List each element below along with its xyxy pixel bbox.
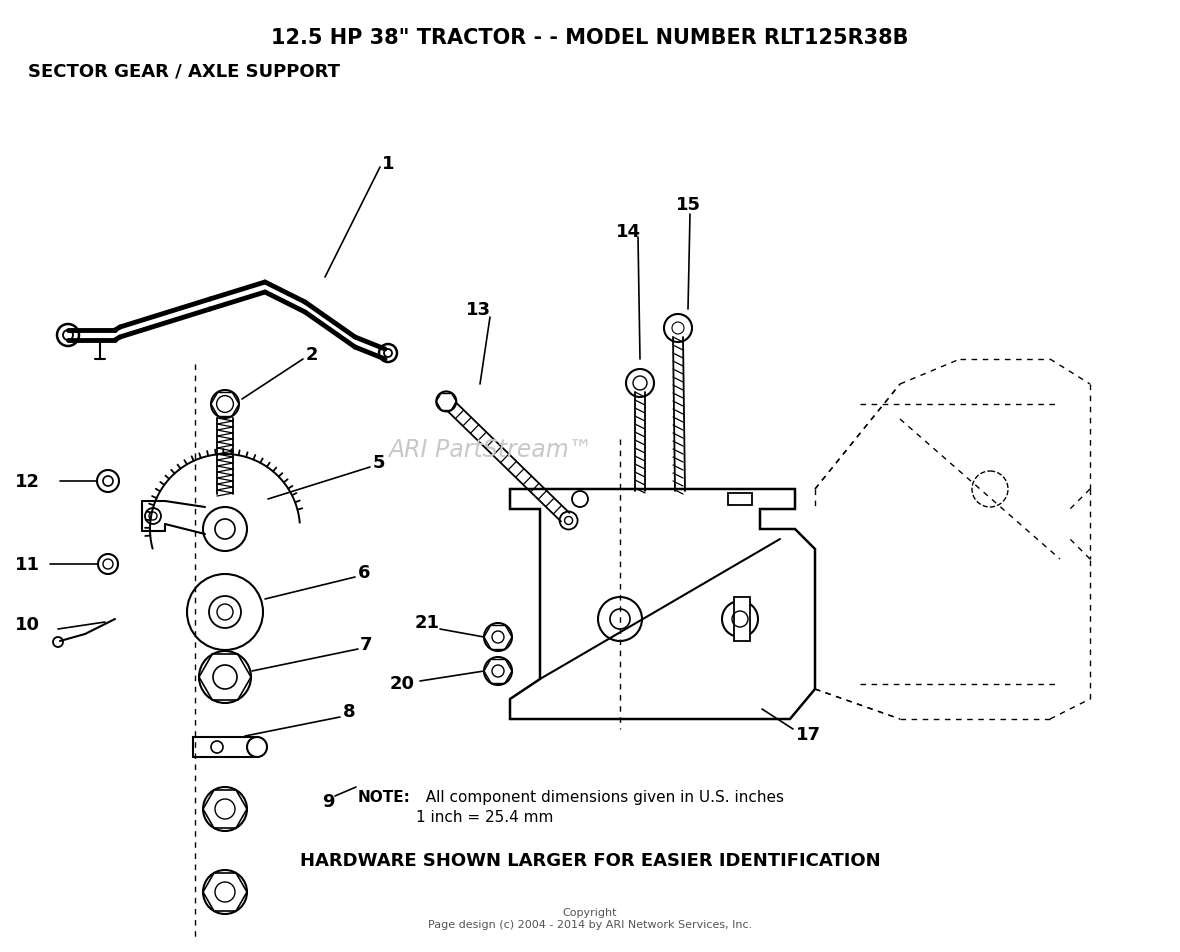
Text: 14: 14 bbox=[616, 223, 641, 241]
Text: 11: 11 bbox=[15, 555, 40, 573]
Circle shape bbox=[572, 491, 588, 507]
Bar bbox=[194, 737, 258, 757]
Circle shape bbox=[199, 651, 251, 704]
Text: 13: 13 bbox=[465, 301, 491, 319]
Circle shape bbox=[203, 870, 247, 914]
Text: 2: 2 bbox=[306, 346, 319, 364]
Circle shape bbox=[598, 597, 642, 642]
Bar bbox=[734, 597, 750, 642]
Circle shape bbox=[664, 315, 691, 343]
Circle shape bbox=[97, 470, 119, 492]
Text: 20: 20 bbox=[391, 674, 415, 692]
Circle shape bbox=[559, 512, 577, 530]
Text: 6: 6 bbox=[358, 564, 371, 582]
Text: 12.5 HP 38" TRACTOR - - MODEL NUMBER RLT125R38B: 12.5 HP 38" TRACTOR - - MODEL NUMBER RLT… bbox=[271, 28, 909, 48]
Circle shape bbox=[437, 392, 457, 412]
Circle shape bbox=[203, 787, 247, 831]
Circle shape bbox=[972, 471, 1008, 507]
Text: 12: 12 bbox=[15, 472, 40, 490]
Circle shape bbox=[145, 508, 160, 525]
Text: 21: 21 bbox=[415, 613, 440, 631]
Text: All component dimensions given in U.S. inches: All component dimensions given in U.S. i… bbox=[417, 789, 784, 804]
Circle shape bbox=[379, 345, 396, 363]
Circle shape bbox=[247, 737, 267, 757]
Circle shape bbox=[98, 554, 118, 574]
Text: 1: 1 bbox=[382, 155, 394, 173]
Circle shape bbox=[211, 742, 223, 753]
Text: 7: 7 bbox=[360, 635, 373, 653]
Circle shape bbox=[484, 657, 512, 685]
Circle shape bbox=[627, 369, 654, 398]
Text: HARDWARE SHOWN LARGER FOR EASIER IDENTIFICATION: HARDWARE SHOWN LARGER FOR EASIER IDENTIF… bbox=[300, 851, 880, 869]
Circle shape bbox=[722, 602, 758, 637]
Text: Copyright: Copyright bbox=[563, 907, 617, 917]
Text: NOTE:: NOTE: bbox=[358, 789, 411, 804]
Polygon shape bbox=[510, 489, 815, 720]
Text: 8: 8 bbox=[343, 703, 355, 721]
Circle shape bbox=[211, 390, 240, 419]
Text: 1 inch = 25.4 mm: 1 inch = 25.4 mm bbox=[417, 809, 553, 824]
Circle shape bbox=[57, 325, 79, 347]
Circle shape bbox=[203, 507, 247, 551]
Text: 5: 5 bbox=[373, 453, 386, 471]
Text: Page design (c) 2004 - 2014 by ARI Network Services, Inc.: Page design (c) 2004 - 2014 by ARI Netwo… bbox=[428, 919, 752, 929]
Text: 17: 17 bbox=[796, 725, 821, 744]
Text: ARI PartStream™: ARI PartStream™ bbox=[388, 438, 592, 462]
Text: 15: 15 bbox=[675, 196, 701, 214]
Circle shape bbox=[186, 574, 263, 650]
Text: 9: 9 bbox=[322, 792, 334, 810]
Text: 10: 10 bbox=[15, 615, 40, 633]
Bar bbox=[728, 493, 752, 506]
Text: SECTOR GEAR / AXLE SUPPORT: SECTOR GEAR / AXLE SUPPORT bbox=[28, 62, 340, 80]
Circle shape bbox=[484, 624, 512, 651]
